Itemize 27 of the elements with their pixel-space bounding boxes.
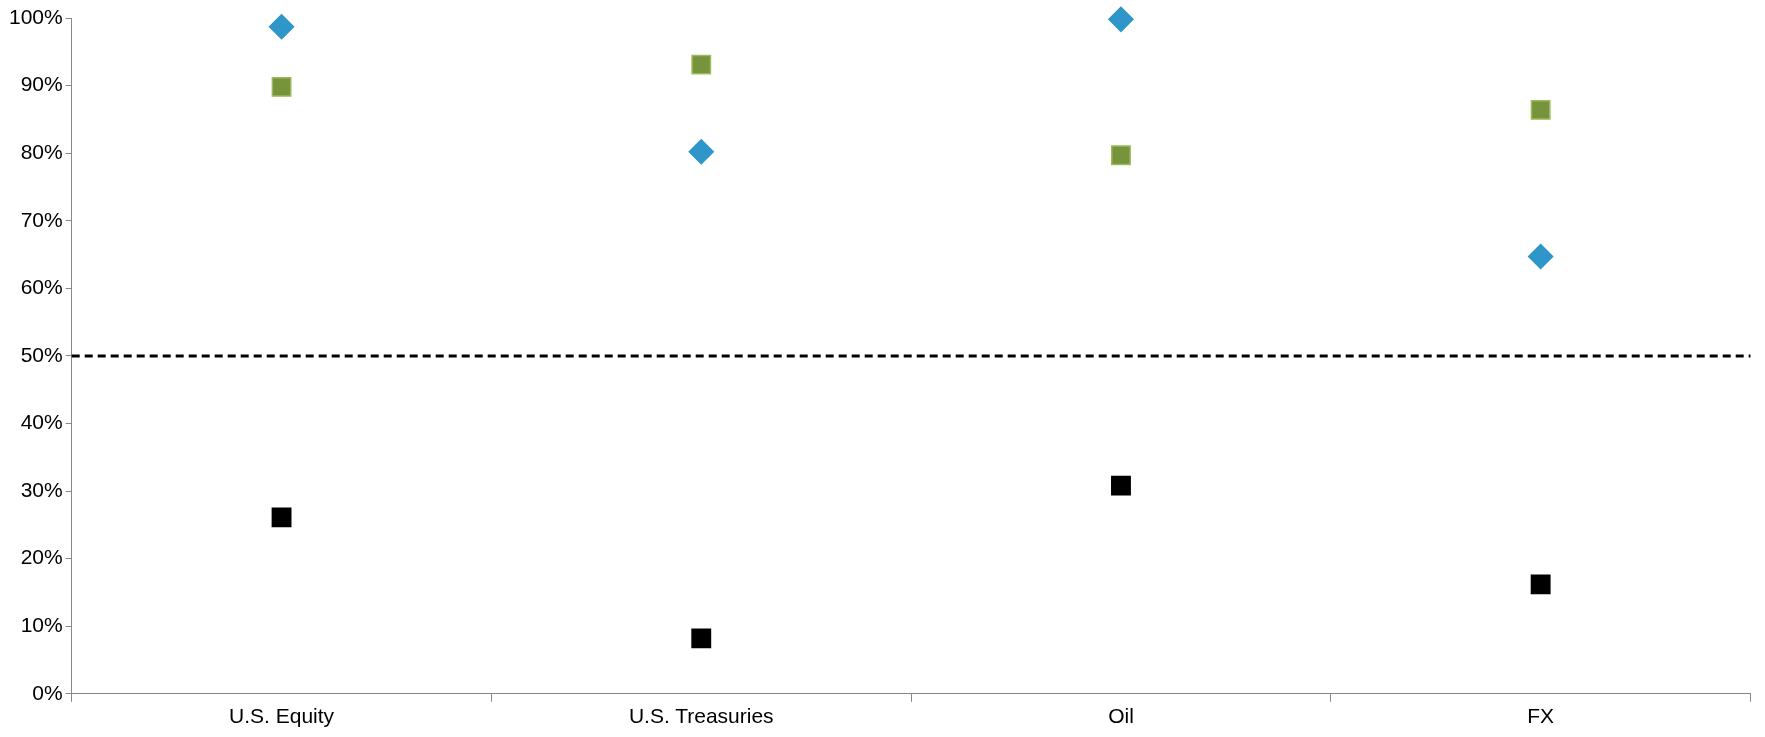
y-tick-label: 90% [20, 72, 63, 96]
y-tick-label: 0% [32, 680, 63, 704]
y-tick-label: 100% [8, 4, 63, 28]
x-tick-label: U.S. Treasuries [628, 704, 774, 728]
point [1530, 574, 1551, 595]
point [691, 628, 712, 649]
point [271, 507, 292, 528]
y-tick-label: 20% [20, 545, 63, 569]
point [1111, 475, 1131, 496]
x-tick-label: U.S. Equity [229, 704, 335, 728]
point [688, 139, 715, 165]
y-tick-label: 40% [20, 410, 63, 434]
point [268, 14, 295, 40]
y-tick-label: 60% [20, 275, 63, 299]
point [1111, 145, 1131, 166]
point [1108, 6, 1134, 33]
x-tick-label: Oil [1108, 704, 1134, 728]
y-tick-label: 10% [20, 613, 63, 637]
point [271, 76, 292, 97]
x-tick-label: FX [1527, 704, 1555, 728]
point [1527, 243, 1554, 270]
y-tick-label: 50% [20, 342, 63, 366]
point [1530, 99, 1551, 120]
y-tick-label: 30% [20, 477, 63, 501]
y-tick-label: 80% [20, 139, 63, 163]
point [691, 54, 712, 75]
y-tick-label: 70% [20, 207, 63, 231]
